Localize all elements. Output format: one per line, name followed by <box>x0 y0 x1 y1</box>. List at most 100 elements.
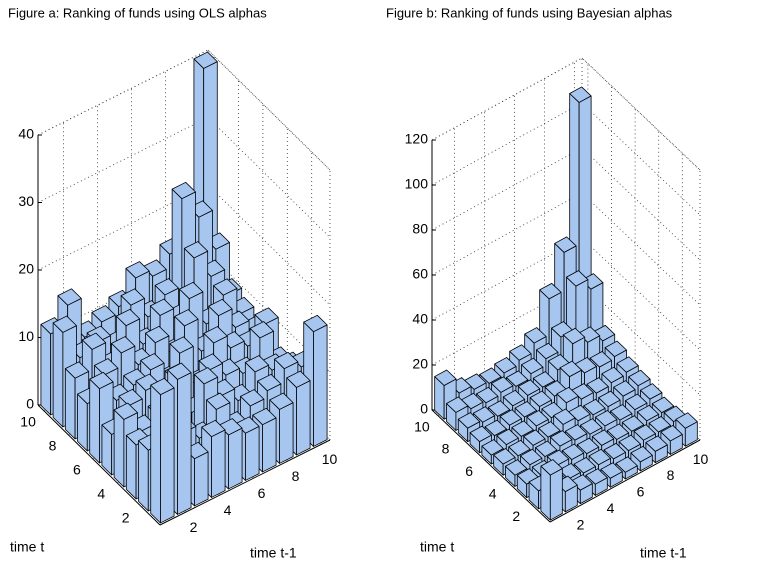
bar-face <box>244 355 270 373</box>
bar-face <box>257 373 282 392</box>
bar-face <box>193 51 218 69</box>
bar-face <box>140 353 165 371</box>
x-axis <box>159 439 331 526</box>
bar-face <box>160 387 175 524</box>
x-tick-label: 4 <box>607 500 615 516</box>
bar-face <box>550 430 573 447</box>
bar-face <box>274 351 299 370</box>
bar-face <box>81 332 107 350</box>
bar-face <box>517 379 541 396</box>
bar-face <box>625 393 648 411</box>
grid-line <box>431 282 583 366</box>
bar-face <box>616 356 639 373</box>
bar-face <box>262 417 277 473</box>
bar-face <box>174 309 199 327</box>
bar3d-chart: Figure a: Ranking of funds using OLS alp… <box>8 5 337 560</box>
bar-face <box>508 439 531 457</box>
bar-face <box>252 407 277 426</box>
bar-face <box>194 451 209 507</box>
x-axis <box>549 439 701 523</box>
bar-face <box>472 406 496 423</box>
bar-face <box>211 429 226 498</box>
bar-face <box>520 448 543 466</box>
bar-face <box>476 386 499 404</box>
bar-face <box>169 336 194 354</box>
bar-face <box>554 236 577 253</box>
bar-face <box>118 388 143 407</box>
bar-face <box>52 315 77 333</box>
bar-face <box>193 367 219 385</box>
bar-face <box>618 434 641 452</box>
bar-face <box>183 241 209 259</box>
bar-face <box>514 401 537 418</box>
bar <box>150 377 175 524</box>
x-tick-label: 8 <box>292 468 300 484</box>
bar-face <box>615 456 638 473</box>
bar-face <box>138 440 149 512</box>
y-tick-label: 2 <box>122 510 130 526</box>
bar-face <box>149 298 175 316</box>
y-axis <box>431 409 551 523</box>
z-tick-label: 120 <box>405 131 429 147</box>
bar-face <box>562 327 586 345</box>
bar-face <box>254 307 279 325</box>
bar-face <box>154 278 179 296</box>
bar-face <box>549 468 563 521</box>
y-tick-label: 10 <box>20 414 36 430</box>
bar-face <box>502 389 526 407</box>
bar-face <box>561 443 585 460</box>
bar-face <box>532 371 556 388</box>
bar-face <box>595 410 618 427</box>
z-tick-label: 10 <box>18 328 34 344</box>
bar-face <box>201 419 226 438</box>
grid-line <box>431 192 583 276</box>
bar-face <box>457 412 481 429</box>
bar-face <box>588 448 611 466</box>
bar-face <box>171 181 196 200</box>
bar <box>645 435 668 464</box>
z-tick-label: 40 <box>412 311 428 327</box>
x-tick-label: 2 <box>577 516 585 532</box>
bar-face <box>286 370 311 388</box>
x-tick-label: 4 <box>224 502 232 518</box>
y-tick-label: 6 <box>73 462 81 478</box>
bar-face <box>591 429 615 446</box>
y-tick-label: 4 <box>97 486 105 502</box>
bar-face <box>499 409 522 426</box>
chart-title: Figure a: Ranking of funds using OLS alp… <box>8 5 267 20</box>
bar-face <box>313 324 328 447</box>
y-tick-label: 4 <box>489 486 497 502</box>
bar-face <box>120 288 145 306</box>
bar-face <box>491 376 514 393</box>
y-tick-label: 8 <box>49 438 57 454</box>
bar-face <box>601 366 624 384</box>
bar-face <box>125 261 150 279</box>
bar-face <box>469 425 492 443</box>
bar-face <box>536 342 559 360</box>
bar-face <box>494 357 517 374</box>
bar-face <box>553 408 576 425</box>
grid-line <box>431 102 583 186</box>
bar-face <box>150 384 161 524</box>
grid-line <box>207 184 331 306</box>
x-tick-label: 2 <box>190 519 198 535</box>
bar-face <box>511 420 534 437</box>
bar-face <box>589 351 612 368</box>
bar-face <box>636 404 660 422</box>
bar-face <box>177 372 192 515</box>
bar-face <box>493 448 516 465</box>
bar-face <box>524 327 547 344</box>
bar-face <box>198 353 223 371</box>
bar-face <box>446 396 469 413</box>
bar-face <box>576 437 600 455</box>
bar-face <box>481 439 504 456</box>
bar-face <box>606 423 630 440</box>
y-axis-label: time t <box>420 539 454 555</box>
bar-face <box>179 281 204 300</box>
bar-face <box>675 412 698 429</box>
z-tick-label: 0 <box>420 401 428 417</box>
bar-face <box>115 308 141 327</box>
x-tick-label: 8 <box>667 467 675 483</box>
bar-face <box>630 445 653 463</box>
